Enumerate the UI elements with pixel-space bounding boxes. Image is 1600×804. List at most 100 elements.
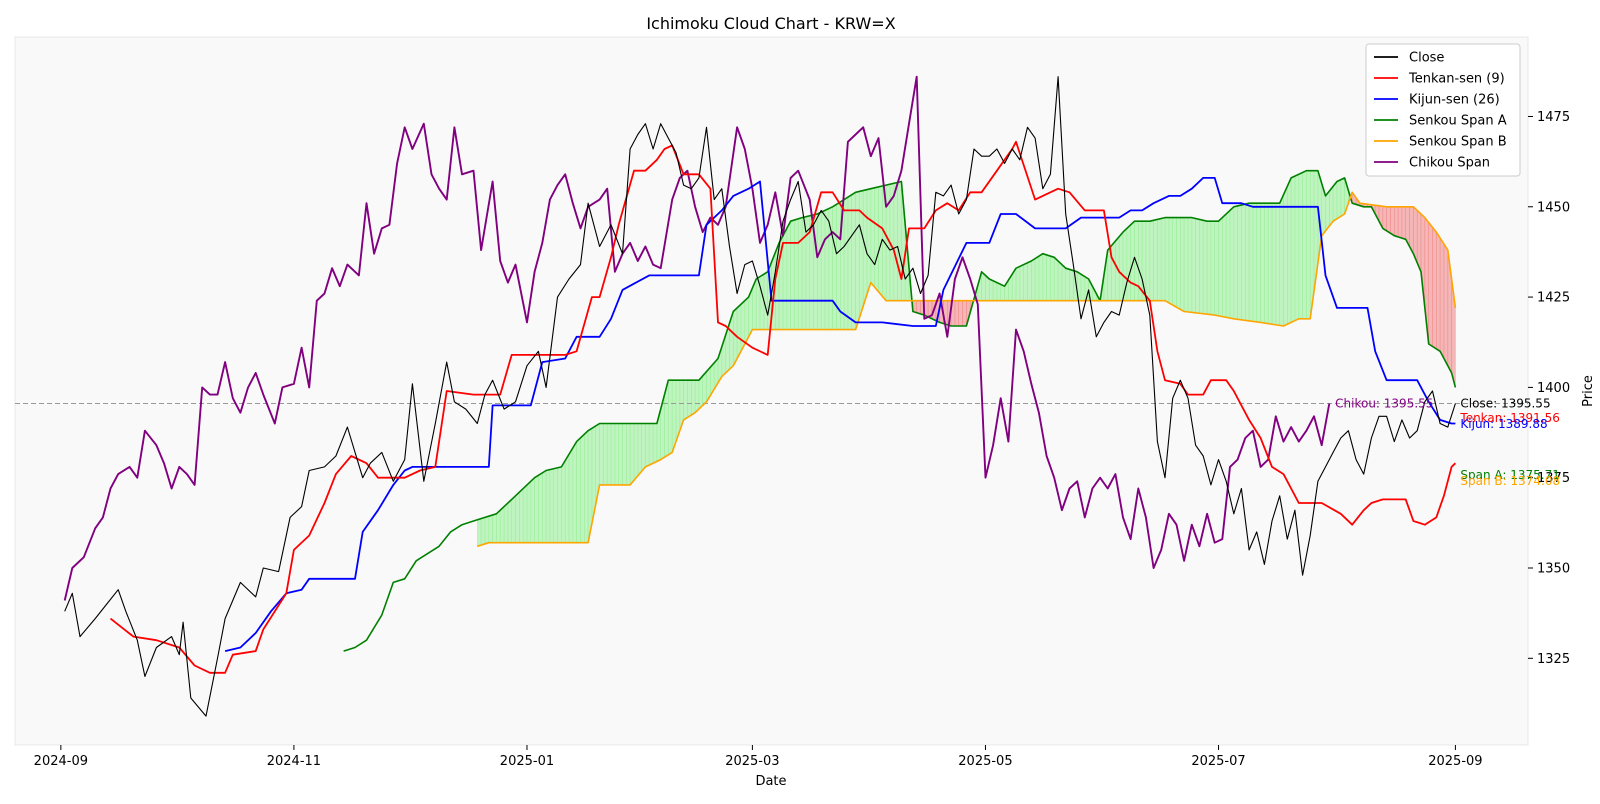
y-axis-label: Price xyxy=(1581,375,1596,407)
cloud-segment xyxy=(847,194,853,330)
cloud-segment xyxy=(1394,206,1399,238)
cloud-segment xyxy=(526,480,532,544)
cloud-segment xyxy=(843,196,849,330)
cloud-segment xyxy=(1191,217,1196,314)
cloud-segment xyxy=(866,188,872,295)
cloud-segment xyxy=(702,370,707,407)
kijun-end-label: Kijun: 1389.88 xyxy=(1460,417,1547,431)
cloud-segment xyxy=(1439,237,1445,359)
cloud-segment xyxy=(797,217,803,330)
cloud-segment xyxy=(1298,172,1303,320)
cloud-segment xyxy=(1050,255,1055,302)
cloud-segment xyxy=(583,430,589,544)
cloud-segment xyxy=(1401,206,1406,240)
cloud-segment xyxy=(1164,217,1170,304)
cloud-segment xyxy=(1233,205,1238,320)
cloud-segment xyxy=(1225,209,1231,319)
span-b-line xyxy=(477,191,1457,548)
cloud-segment xyxy=(1046,254,1051,302)
cloud-segment xyxy=(786,221,791,330)
cloud-segment xyxy=(1279,194,1284,327)
cloud-segment xyxy=(690,379,696,416)
kijun-line xyxy=(224,177,1456,652)
cloud-segment xyxy=(1187,217,1193,313)
chikou-line xyxy=(63,75,1331,601)
x-tick-label: 2025-09 xyxy=(1428,754,1482,769)
cloud-segment xyxy=(667,379,673,456)
x-tick-label: 2024-09 xyxy=(34,754,88,769)
y-tick-label: 1350 xyxy=(1537,562,1570,577)
x-tick-label: 2025-07 xyxy=(1191,754,1245,769)
cloud-segment xyxy=(1053,256,1059,302)
cloud-segment xyxy=(916,300,921,315)
cloud-segment xyxy=(522,484,528,544)
cloud-segment xyxy=(981,271,986,302)
cloud-segment xyxy=(599,423,604,486)
cloud-segment xyxy=(484,515,490,545)
cloud-segment xyxy=(1000,283,1005,302)
cloud-segment xyxy=(633,423,639,482)
tenkan-line xyxy=(109,140,1457,674)
cloud-segment xyxy=(1080,273,1086,302)
cloud-segment xyxy=(790,219,795,330)
cloud-segment xyxy=(1042,253,1047,302)
cloud-segment xyxy=(1027,260,1032,302)
cloud-segment xyxy=(874,186,879,293)
cloud-segment xyxy=(499,505,505,544)
y-tick-label: 1450 xyxy=(1537,200,1570,215)
cloud-segment xyxy=(1340,177,1345,217)
cloud-segment xyxy=(507,498,513,544)
y-tick-label: 1475 xyxy=(1537,110,1570,125)
cloud-segment xyxy=(1157,218,1162,302)
legend-label-chikou: Chikou Span xyxy=(1409,156,1490,171)
cloud-segment xyxy=(763,271,769,330)
cloud-segment xyxy=(1034,255,1040,302)
cloud-segment xyxy=(610,423,616,486)
legend-label-close: Close xyxy=(1409,51,1444,66)
cloud-segment xyxy=(545,469,551,544)
cloud-segment xyxy=(1248,202,1254,322)
cloud-segment xyxy=(1428,221,1433,347)
cloud-segment xyxy=(1332,180,1338,222)
cloud-segment xyxy=(622,423,627,486)
cloud-segment xyxy=(1214,220,1219,317)
cloud-segment xyxy=(641,423,646,473)
x-tick-label: 2025-03 xyxy=(725,754,779,769)
cloud-segment xyxy=(580,433,585,544)
cloud-segment xyxy=(801,216,807,330)
cloud-segment xyxy=(996,282,1002,302)
legend: Close Tenkan-sen (9) Kijun-sen (26) Senkou … xyxy=(1365,43,1521,177)
cloud-segment xyxy=(1218,216,1223,317)
cloud-segment xyxy=(1149,219,1154,302)
cloud-segment xyxy=(893,182,898,302)
y-tick-label: 1400 xyxy=(1537,381,1570,396)
cloud-segment xyxy=(1336,179,1342,220)
cloud-segment xyxy=(1206,220,1212,316)
cloud-segment xyxy=(515,491,520,544)
cloud-segment xyxy=(897,181,902,302)
cloud-segment xyxy=(568,446,574,544)
close-line xyxy=(64,76,1456,717)
cloud-segment xyxy=(855,191,860,330)
cloud-segment xyxy=(988,278,994,302)
cloud-segment xyxy=(1153,219,1158,302)
cloud-segment xyxy=(637,423,642,477)
cloud-segment xyxy=(1202,219,1208,315)
cloud-segment xyxy=(1015,265,1021,302)
cloud-segment xyxy=(488,514,493,544)
cloud-segment xyxy=(541,469,547,544)
cloud-segment xyxy=(530,477,535,544)
cloud-segment xyxy=(614,423,620,486)
cloud-segment xyxy=(557,466,562,544)
cloud-segment xyxy=(496,509,501,544)
cloud-segment xyxy=(1183,217,1189,313)
cloud-segment xyxy=(606,423,612,486)
x-tick-label: 2024-11 xyxy=(267,754,321,769)
chikou-end-label: Chikou: 1395.55 xyxy=(1335,396,1433,410)
cloud-segment xyxy=(992,280,998,302)
cloud-segment xyxy=(1294,173,1300,322)
cloud-segment xyxy=(561,459,566,544)
cloud-segment xyxy=(1271,202,1277,326)
